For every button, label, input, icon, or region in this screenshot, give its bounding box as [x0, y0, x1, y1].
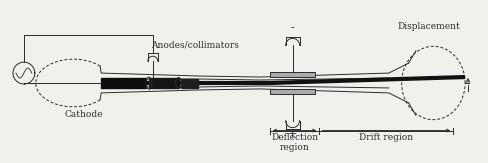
Bar — [149, 78, 179, 88]
Bar — [270, 72, 315, 77]
Bar — [270, 89, 315, 94]
Text: Drift region: Drift region — [359, 133, 413, 141]
Text: Cathode: Cathode — [64, 110, 102, 119]
Text: Deflection
region: Deflection region — [271, 133, 318, 152]
Text: Anodes/collimators: Anodes/collimators — [151, 40, 239, 49]
Bar — [181, 79, 199, 88]
Text: Displacement: Displacement — [397, 22, 460, 31]
Text: -: - — [291, 23, 294, 33]
Text: +: + — [288, 129, 297, 139]
Bar — [101, 78, 146, 88]
